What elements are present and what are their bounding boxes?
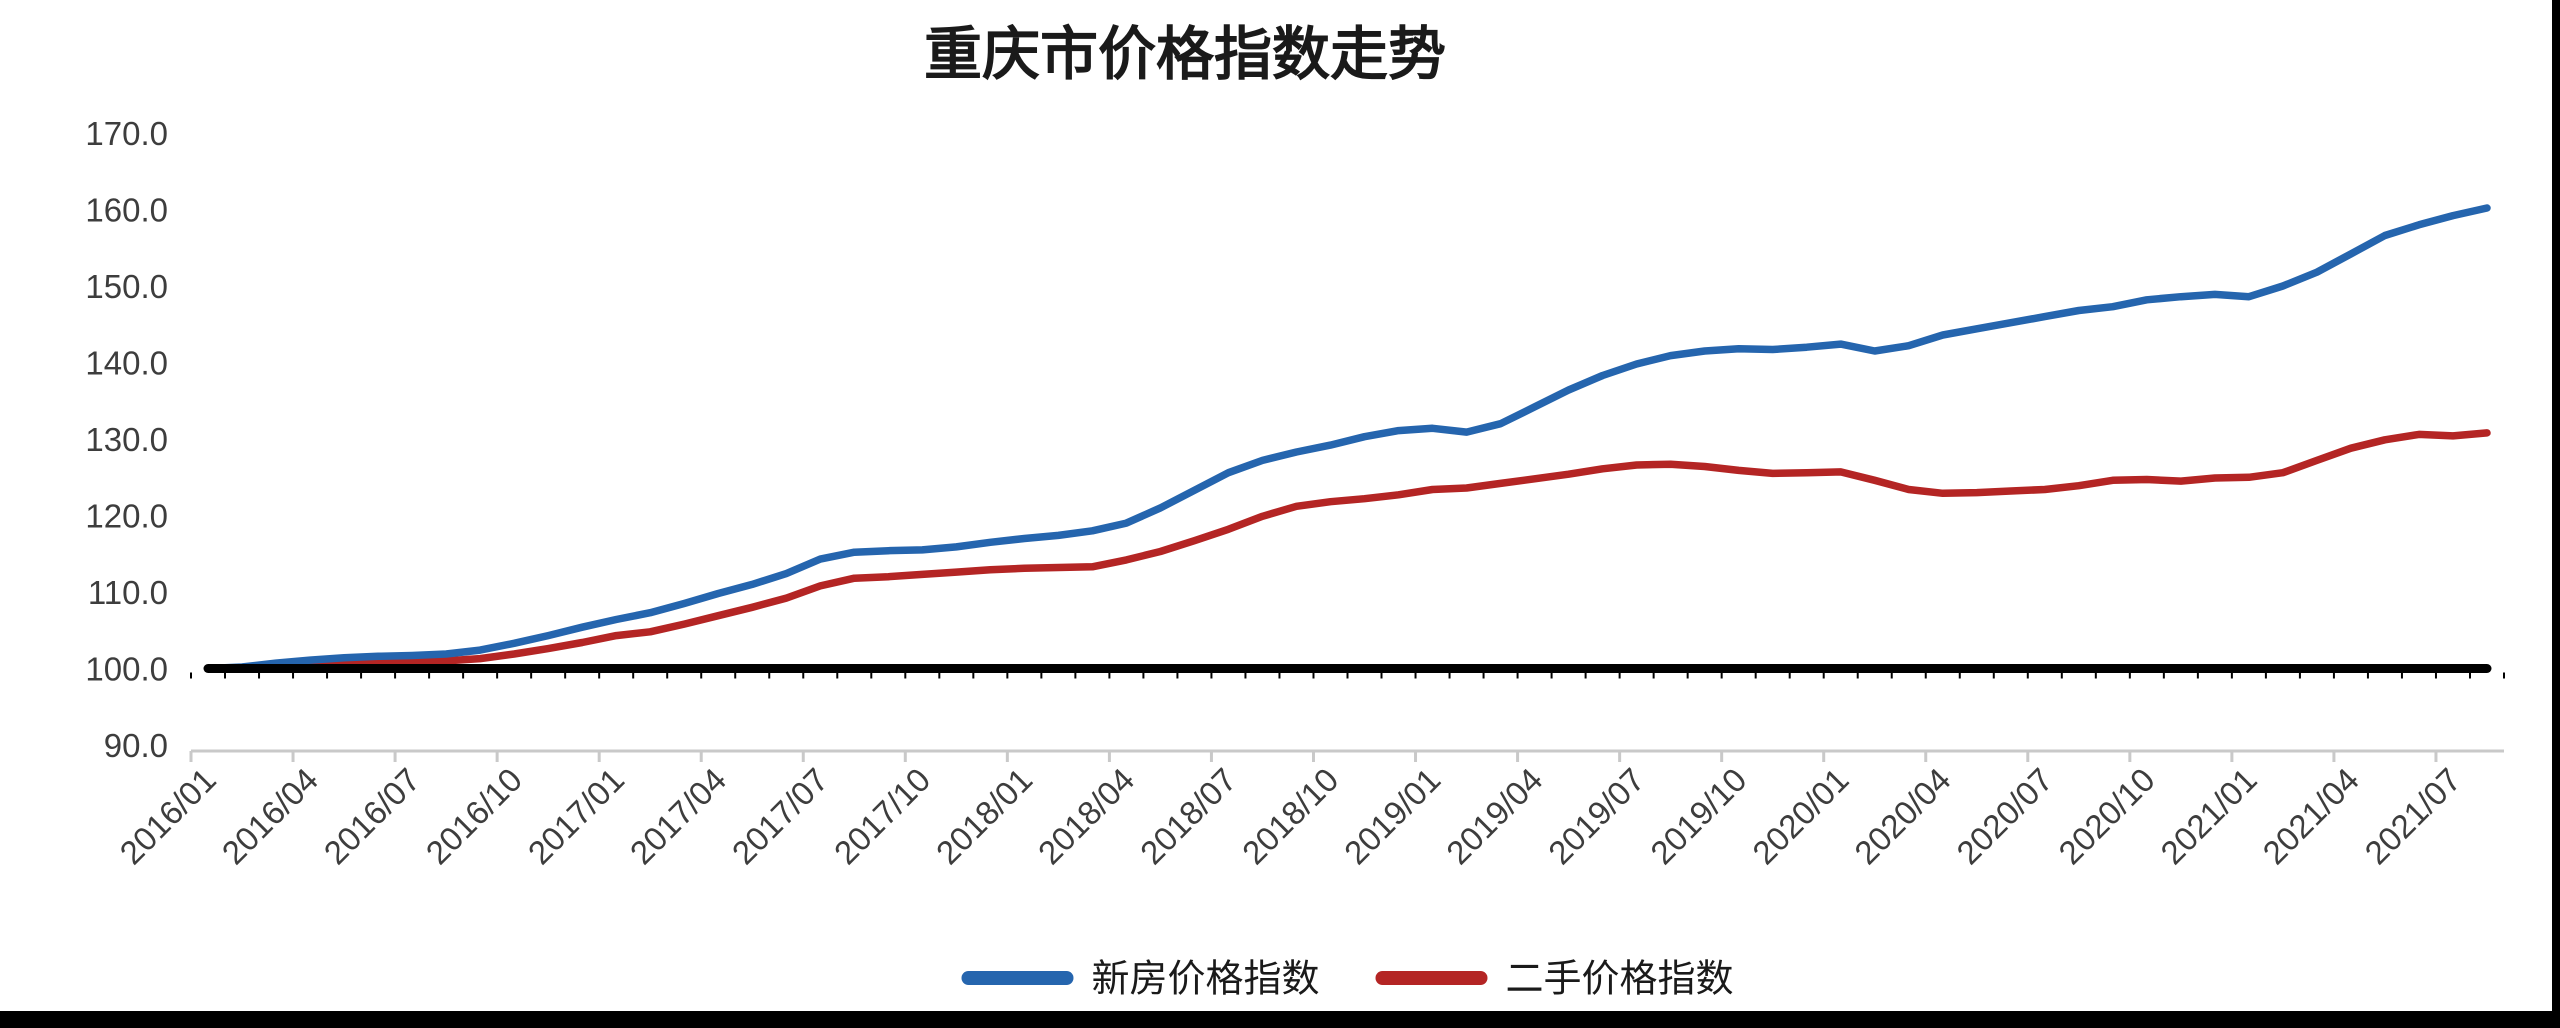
x-axis-label: 2019/04 bbox=[1439, 761, 1550, 872]
legend-swatch bbox=[961, 971, 1074, 985]
legend-item: 二手价格指数 bbox=[1375, 958, 1734, 1000]
x-axis-label: 2017/07 bbox=[725, 761, 836, 872]
window-edge-bottom bbox=[0, 1011, 2560, 1028]
x-axis-label: 2017/10 bbox=[827, 761, 938, 872]
plot-area: 90.0 100.0 110.0 120.0 130.0 140.0 150.0 160.0 1… bbox=[85, 115, 2505, 872]
x-axis-label: 2021/01 bbox=[2153, 761, 2264, 872]
chart-title: 重庆市价格指数走势 bbox=[924, 22, 1446, 87]
series-二手价格指数 bbox=[204, 429, 2491, 673]
y-axis-label: 130.0 bbox=[85, 421, 168, 458]
x-axis-label: 2018/04 bbox=[1031, 761, 1142, 872]
x-axis-label: 2020/01 bbox=[1745, 761, 1856, 872]
x-axis-label: 2016/07 bbox=[317, 761, 428, 872]
y-axis-label: 170.0 bbox=[85, 115, 168, 152]
x-axis-label: 2021/04 bbox=[2255, 761, 2366, 872]
x-axis-label: 2021/07 bbox=[2357, 761, 2468, 872]
x-axis-label: 2020/10 bbox=[2051, 761, 2162, 872]
x-axis-label: 2020/07 bbox=[1949, 761, 2060, 872]
x-axis-label: 2019/07 bbox=[1541, 761, 1652, 872]
x-axis-label: 2016/04 bbox=[214, 761, 325, 872]
x-axis-label: 2018/01 bbox=[929, 761, 1040, 872]
x-axis-label: 2016/10 bbox=[419, 761, 530, 872]
x-axis-label: 2018/10 bbox=[1235, 761, 1346, 872]
x-axis-label: 2020/04 bbox=[1847, 761, 1958, 872]
legend-item: 新房价格指数 bbox=[961, 958, 1320, 1000]
x-axis-label: 2018/07 bbox=[1133, 761, 1244, 872]
legend-label: 二手价格指数 bbox=[1506, 958, 1734, 1000]
y-axis-label: 140.0 bbox=[85, 345, 168, 382]
window-edge-right bbox=[2552, 0, 2560, 1028]
chart-legend: 新房价格指数 二手价格指数 bbox=[961, 958, 1734, 1000]
y-axis-label: 120.0 bbox=[85, 498, 168, 535]
series-新房价格指数 bbox=[204, 204, 2491, 673]
y-axis-label: 110.0 bbox=[88, 574, 168, 611]
x-axis-label: 2017/04 bbox=[623, 761, 734, 872]
legend-swatch bbox=[1375, 971, 1488, 985]
y-axis-label: 160.0 bbox=[85, 192, 168, 229]
y-axis-label: 90.0 bbox=[104, 727, 168, 764]
legend-label: 新房价格指数 bbox=[1092, 958, 1320, 1000]
x-axis-label: 2016/01 bbox=[112, 761, 223, 872]
x-axis-label: 2019/01 bbox=[1337, 761, 1448, 872]
y-axis-label: 150.0 bbox=[85, 268, 168, 305]
y-axis-label: 100.0 bbox=[85, 651, 168, 688]
x-axis-label: 2017/01 bbox=[521, 761, 632, 872]
x-axis-label: 2019/10 bbox=[1643, 761, 1754, 872]
